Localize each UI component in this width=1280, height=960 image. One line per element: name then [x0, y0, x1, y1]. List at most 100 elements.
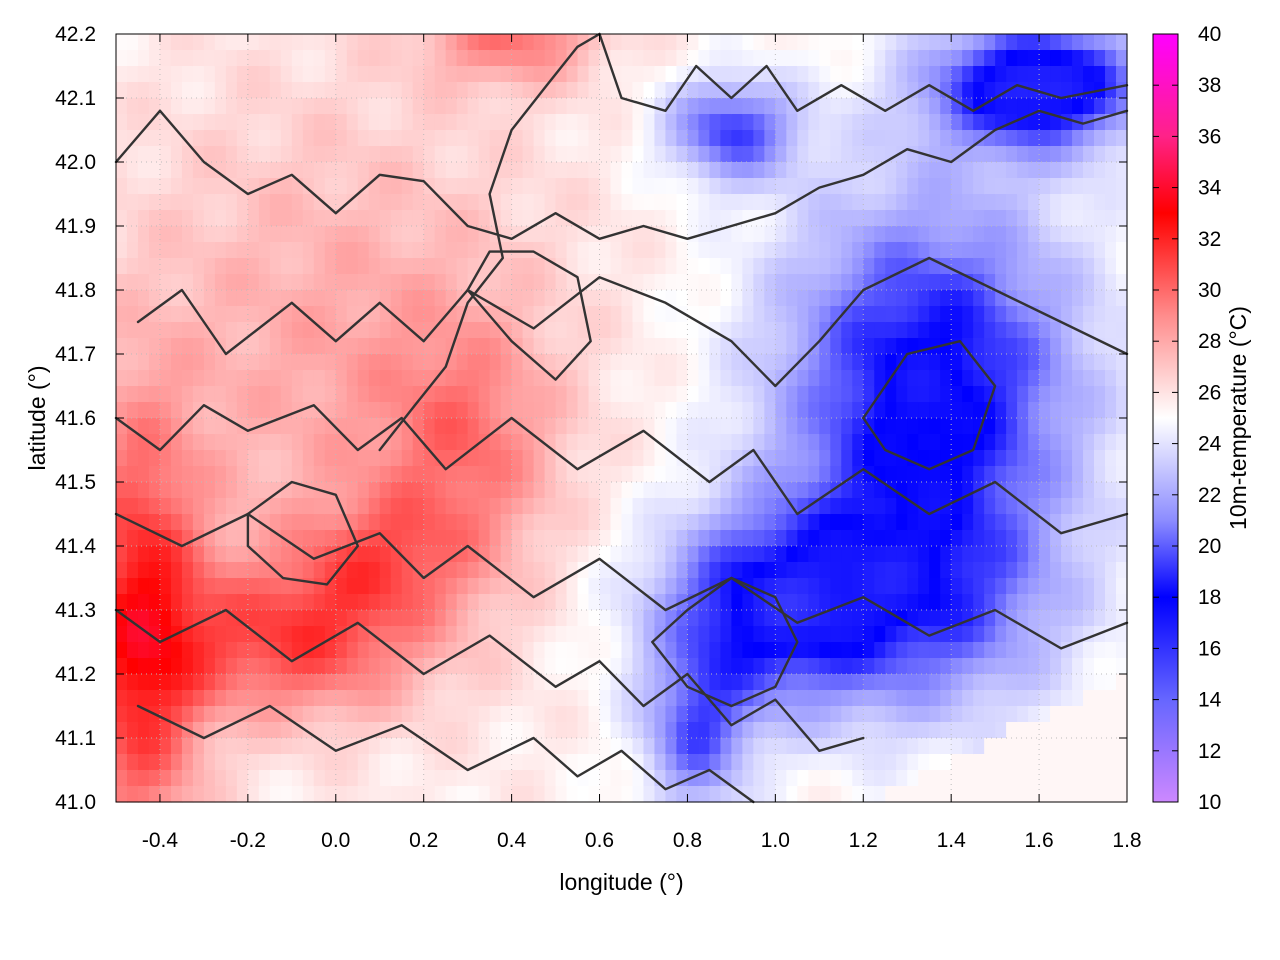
heatmap-cell: [467, 722, 480, 739]
heatmap-cell: [401, 466, 414, 483]
heatmap-cell: [390, 466, 403, 483]
heatmap-cell: [984, 610, 996, 627]
heatmap-cell: [116, 514, 128, 531]
heatmap-cell: [764, 546, 776, 563]
heatmap-cell: [1050, 658, 1062, 675]
heatmap-cell: [445, 146, 458, 163]
heatmap-cell: [940, 770, 952, 787]
heatmap-cell: [918, 578, 930, 595]
heatmap-cell: [423, 546, 436, 563]
heatmap-cell: [313, 786, 326, 803]
heatmap-cell: [599, 290, 612, 307]
heatmap-cell: [621, 130, 634, 147]
heatmap-cell: [808, 690, 820, 707]
heatmap-cell: [478, 482, 491, 499]
heatmap-cell: [632, 290, 645, 307]
heatmap-cell: [632, 226, 645, 243]
heatmap-cell: [1028, 786, 1040, 803]
heatmap-cell: [720, 258, 732, 275]
heatmap-cell: [874, 626, 886, 643]
heatmap-cell: [577, 130, 590, 147]
heatmap-cell: [687, 386, 700, 403]
heatmap-cell: [929, 162, 941, 179]
heatmap-cell: [599, 354, 612, 371]
heatmap-cell: [181, 306, 194, 323]
heatmap-cell: [357, 306, 370, 323]
heatmap-cell: [632, 370, 645, 387]
heatmap-cell: [116, 610, 128, 627]
heatmap-cell: [1028, 626, 1040, 643]
heatmap-cell: [896, 626, 908, 643]
heatmap-cell: [731, 402, 743, 419]
heatmap-cell: [599, 322, 612, 339]
heatmap-cell: [489, 354, 502, 371]
heatmap-cell: [995, 338, 1007, 355]
x-axis: -0.4 -0.2 0.0 0.2 0.4 0.6 0.8 1.0 1.2 1.4 1.6 1.8: [142, 34, 1142, 852]
heatmap-cell: [753, 498, 765, 515]
heatmap-cell: [885, 162, 897, 179]
heatmap-cell: [170, 354, 183, 371]
heatmap-cell: [874, 306, 886, 323]
heatmap-cell: [401, 370, 414, 387]
heatmap-cell: [929, 450, 941, 467]
heatmap-cell: [621, 50, 634, 67]
heatmap-cell: [742, 658, 754, 675]
heatmap-cell: [126, 322, 139, 339]
heatmap-cell: [577, 194, 590, 211]
heatmap-cell: [467, 466, 480, 483]
heatmap-cell: [742, 306, 754, 323]
heatmap-cell: [225, 690, 238, 707]
heatmap-cell: [434, 530, 447, 547]
heatmap-cell: [1017, 66, 1029, 83]
heatmap-cell: [907, 66, 919, 83]
heatmap-cell: [346, 786, 359, 803]
heatmap-cell: [346, 610, 359, 627]
heatmap-cell: [313, 674, 326, 691]
heatmap-cell: [1028, 162, 1040, 179]
heatmap-cell: [1072, 690, 1084, 707]
heatmap-cell: [610, 34, 623, 51]
heatmap-cell: [489, 242, 502, 259]
heatmap-cell: [170, 466, 183, 483]
heatmap-cell: [973, 306, 985, 323]
heatmap-cell: [984, 482, 996, 499]
heatmap-cell: [973, 626, 985, 643]
y-tick-label: 41.7: [55, 343, 96, 366]
heatmap-cell: [610, 146, 623, 163]
heatmap-cell: [742, 434, 754, 451]
heatmap-cell: [808, 130, 820, 147]
heatmap-cell: [522, 146, 535, 163]
heatmap-cell: [258, 722, 271, 739]
heatmap-cell: [390, 290, 403, 307]
heatmap-cell: [951, 562, 963, 579]
heatmap-cell: [555, 370, 568, 387]
heatmap-cell: [643, 722, 656, 739]
heatmap-cell: [346, 514, 359, 531]
heatmap-cell: [940, 626, 952, 643]
heatmap-cell: [1028, 322, 1040, 339]
heatmap-cell: [192, 66, 205, 83]
heatmap-cell: [357, 482, 370, 499]
heatmap-cell: [621, 610, 634, 627]
heatmap-cell: [764, 338, 776, 355]
heatmap-cell: [896, 114, 908, 131]
heatmap-cell: [753, 386, 765, 403]
heatmap-cell: [599, 82, 612, 99]
heatmap-cell: [1028, 690, 1040, 707]
heatmap-cell: [588, 338, 601, 355]
heatmap-cell: [1094, 530, 1106, 547]
heatmap-cell: [1039, 610, 1051, 627]
heatmap-cell: [511, 514, 524, 531]
heatmap-cell: [687, 50, 700, 67]
heatmap-cell: [258, 402, 271, 419]
heatmap-cell: [1050, 370, 1062, 387]
heatmap-cell: [566, 66, 579, 83]
heatmap-cell: [423, 226, 436, 243]
heatmap-cell: [489, 322, 502, 339]
heatmap-cell: [401, 258, 414, 275]
heatmap-cell: [929, 690, 941, 707]
heatmap-cell: [819, 226, 831, 243]
heatmap-cell: [434, 146, 447, 163]
heatmap-cell: [1039, 82, 1051, 99]
heatmap-cell: [995, 530, 1007, 547]
